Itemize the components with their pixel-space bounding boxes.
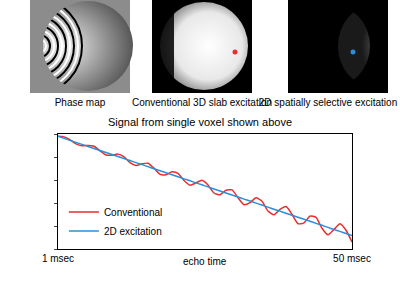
svg-text:Signal from single voxel shown: Signal from single voxel shown above bbox=[108, 116, 292, 128]
svg-text:Phase map: Phase map bbox=[55, 97, 106, 108]
svg-text:1 msec: 1 msec bbox=[42, 253, 74, 264]
svg-text:2D spatially selective excitat: 2D spatially selective excitation bbox=[259, 97, 397, 108]
svg-text:2D excitation: 2D excitation bbox=[104, 226, 162, 237]
svg-text:Conventional 3D slab excitatio: Conventional 3D slab excitation bbox=[132, 97, 272, 108]
svg-text:echo time: echo time bbox=[183, 256, 227, 267]
svg-text:Conventional: Conventional bbox=[104, 207, 162, 218]
svg-text:50 msec: 50 msec bbox=[333, 253, 371, 264]
